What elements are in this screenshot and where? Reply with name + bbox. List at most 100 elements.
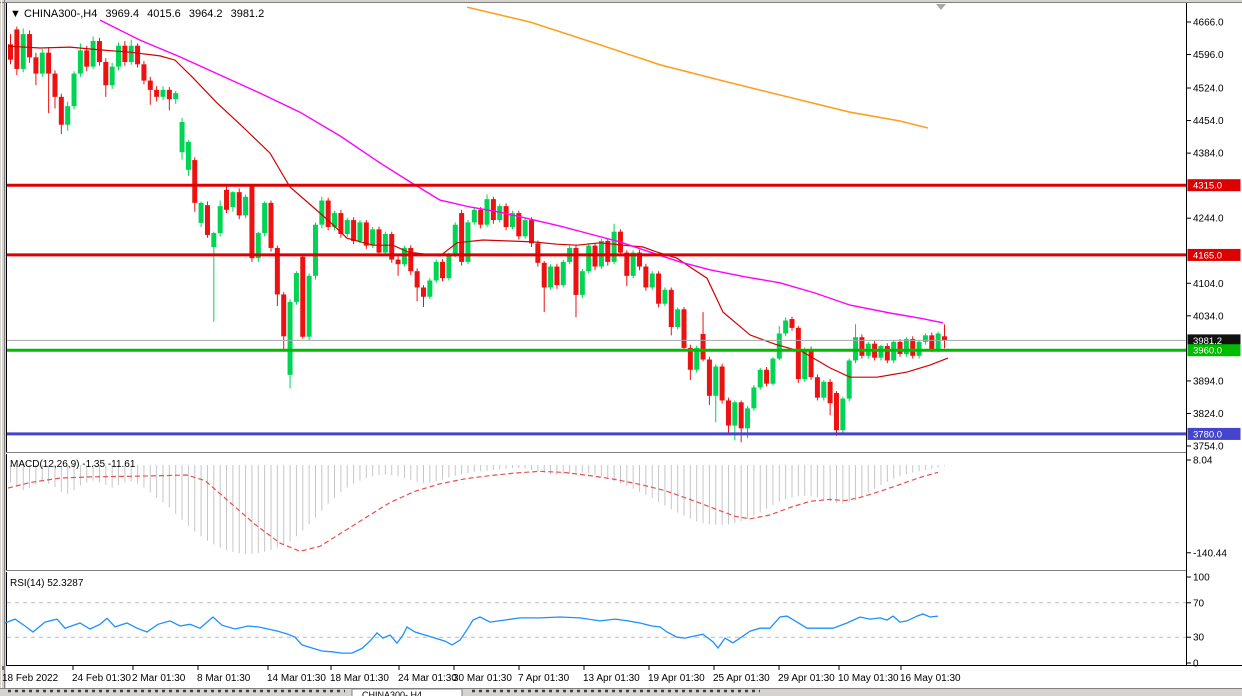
price-badge-label: 3960.0 xyxy=(1193,346,1222,357)
candle xyxy=(58,93,64,135)
candle xyxy=(713,364,719,423)
candle xyxy=(179,117,185,160)
candle-body xyxy=(382,234,388,253)
rsi-axis-label: 0 xyxy=(1193,659,1199,670)
candle xyxy=(560,259,566,288)
candle xyxy=(8,34,13,65)
ohlc-open: 3969.4 xyxy=(105,8,139,20)
candle xyxy=(427,278,433,300)
candle-body xyxy=(147,80,153,90)
candle xyxy=(77,43,83,77)
candle xyxy=(452,222,458,258)
candle-body xyxy=(687,347,693,370)
price-tick-label: 4034.0 xyxy=(1193,311,1224,322)
chart-tab-bar[interactable]: CHINA300-,H4 xyxy=(0,688,1242,696)
candle-body xyxy=(941,336,947,341)
candle-body xyxy=(116,45,122,67)
candle-body xyxy=(719,366,725,401)
candle xyxy=(211,231,217,322)
candle-body xyxy=(656,273,662,304)
ma-long-orange-line xyxy=(466,6,929,129)
candle xyxy=(446,252,452,281)
candle xyxy=(84,45,90,72)
window-left-edge[interactable] xyxy=(0,3,6,696)
candle xyxy=(306,273,312,341)
candle xyxy=(440,259,446,282)
macd-signal-dashed-line xyxy=(7,470,939,552)
candle xyxy=(14,26,20,76)
time-tick-label: 30 Mar 01:30 xyxy=(453,673,512,684)
time-axis[interactable]: 18 Feb 2022 24 Feb 01:30 2 Mar 01:30 8 Mar … xyxy=(2,666,961,684)
candle-body xyxy=(293,273,299,302)
candle-body xyxy=(249,186,255,259)
autoscroll-marker-icon xyxy=(936,4,946,10)
macd-axis-label: -140.44 xyxy=(1193,548,1227,559)
candle xyxy=(243,194,249,219)
candle xyxy=(147,76,153,105)
macd-axis-label: 8.04 xyxy=(1193,455,1213,466)
horizontal-level-lines[interactable] xyxy=(7,183,1186,436)
time-tick-label: 19 Apr 01:30 xyxy=(648,673,705,684)
candle-body xyxy=(46,52,52,74)
candle-body xyxy=(637,252,643,267)
candle xyxy=(389,231,395,263)
time-tick-label: 13 Apr 01:30 xyxy=(583,673,640,684)
candle-body xyxy=(446,254,452,279)
candle-body xyxy=(751,387,757,409)
candle xyxy=(52,70,58,109)
candle-body xyxy=(611,231,617,262)
candle xyxy=(160,86,166,101)
time-tick-label: 7 Apr 01:30 xyxy=(518,673,570,684)
candle-body xyxy=(281,294,287,337)
candle-body xyxy=(624,252,630,276)
candle-body xyxy=(808,349,814,378)
candle-body xyxy=(185,141,191,170)
price-badge-3780.0 xyxy=(1187,427,1241,440)
candle xyxy=(71,71,77,110)
time-tick-label: 18 Mar 01:30 xyxy=(330,673,389,684)
candle-body xyxy=(579,271,585,295)
rsi-axis-label: 70 xyxy=(1193,598,1205,609)
time-tick-label: 24 Feb 01:30 xyxy=(72,673,131,684)
candle xyxy=(497,203,503,223)
candle xyxy=(846,358,852,402)
active-chart-tab[interactable] xyxy=(351,688,463,696)
moving-averages xyxy=(7,6,949,378)
price-axis[interactable]: 4666.0 4596.0 4524.0 4454.0 4384.0 4244.0 4104… xyxy=(1187,18,1241,670)
candlestick-series[interactable] xyxy=(8,26,947,443)
rsi-line xyxy=(4,613,939,654)
candle xyxy=(764,366,770,387)
candle-body xyxy=(783,320,789,334)
candle-body xyxy=(77,50,83,74)
candle-body xyxy=(757,369,763,388)
chart-collapse-icon[interactable]: ▼ xyxy=(10,8,21,20)
time-tick-label: 16 May 01:30 xyxy=(900,673,961,684)
ohlc-low: 3964.2 xyxy=(189,8,223,20)
candle xyxy=(592,243,598,271)
candle-body xyxy=(884,346,890,361)
ohlc-close: 3981.2 xyxy=(231,8,265,20)
candle-body xyxy=(344,220,350,235)
candle xyxy=(808,346,814,380)
candle xyxy=(116,42,122,71)
candle xyxy=(281,292,287,352)
candle-body xyxy=(675,309,681,327)
candle-body xyxy=(478,209,484,225)
candle-body xyxy=(325,200,331,228)
candle-body xyxy=(58,96,64,125)
candle xyxy=(357,220,363,244)
candle xyxy=(827,379,833,416)
candle-body xyxy=(376,229,382,253)
candle xyxy=(135,43,141,68)
candle-body xyxy=(395,259,401,265)
candle-body xyxy=(389,234,395,260)
candle xyxy=(878,344,884,361)
candle-body xyxy=(548,266,554,288)
candle xyxy=(649,271,655,290)
candle-body xyxy=(198,202,204,223)
candle-body xyxy=(509,213,515,228)
price-tick-label: 4596.0 xyxy=(1193,50,1224,61)
candle-body xyxy=(414,271,420,288)
